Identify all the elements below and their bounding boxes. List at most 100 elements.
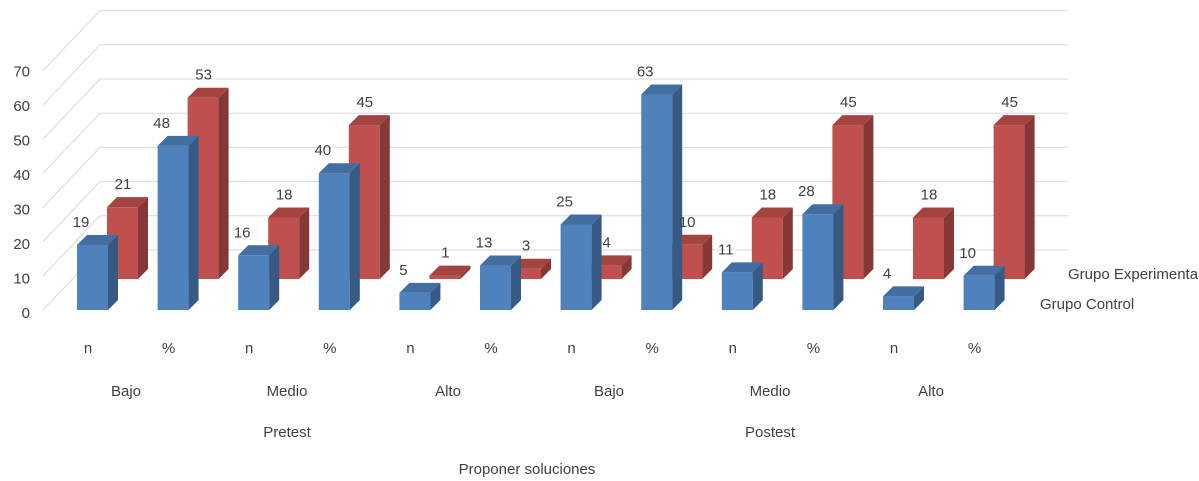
y-tick-label: 60 <box>13 98 30 115</box>
data-label: 25 <box>556 194 573 211</box>
category-label-measure: % <box>323 340 336 357</box>
category-label-phase: Pretest <box>263 424 311 441</box>
y-tick-label: 40 <box>13 167 30 184</box>
category-label-level: Medio <box>750 383 791 400</box>
data-label: 11 <box>718 241 734 258</box>
data-label: 3 <box>522 238 530 255</box>
bar-front <box>480 265 511 310</box>
bar-control <box>963 265 1005 310</box>
bar-front <box>913 217 944 279</box>
bar-front <box>993 125 1025 279</box>
bar-top <box>963 265 1005 276</box>
bar-top <box>157 135 199 146</box>
bar-front <box>429 275 461 279</box>
gridline <box>42 44 1068 106</box>
data-label: 63 <box>637 64 654 81</box>
bar-front <box>721 272 753 310</box>
bar-front <box>641 94 673 310</box>
bar-side <box>833 204 844 310</box>
bar-side <box>1024 115 1035 279</box>
bar-side <box>108 235 118 310</box>
bar-front <box>238 255 270 310</box>
bar-top <box>268 207 310 218</box>
bar-control <box>157 135 199 310</box>
data-label: 13 <box>476 235 493 252</box>
bar-control <box>641 84 683 310</box>
data-label: 10 <box>679 214 696 231</box>
category-label-measure: % <box>484 340 497 357</box>
category-label-level: Medio <box>267 383 308 400</box>
category-label-measure: % <box>162 340 175 357</box>
category-label-measure: n <box>567 340 575 357</box>
bar-control <box>399 282 441 310</box>
data-label: 18 <box>276 186 293 203</box>
bar-top <box>913 207 954 218</box>
bar-side <box>349 163 360 310</box>
data-label: 1 <box>441 245 449 262</box>
bar-side <box>138 197 148 279</box>
bar-control <box>480 255 521 310</box>
bar-side <box>752 262 763 310</box>
bar-control <box>318 163 360 310</box>
bar-top <box>238 245 280 256</box>
category-label-measure: n <box>890 340 898 357</box>
bar-top <box>429 265 471 276</box>
legend: Grupo Experimental Grupo Control <box>1040 266 1199 313</box>
data-label: 10 <box>959 245 976 262</box>
bar-side <box>460 265 471 279</box>
bar-front <box>510 268 541 279</box>
bar-top <box>187 87 229 98</box>
bar-side <box>188 135 199 310</box>
data-label: 45 <box>1001 94 1018 111</box>
gridline <box>42 10 1068 71</box>
y-tick-label: 30 <box>13 202 30 219</box>
data-label: 16 <box>234 224 251 241</box>
y-tick-label: 70 <box>13 64 30 81</box>
category-label-measure: % <box>968 340 981 357</box>
category-label-level: Bajo <box>594 383 624 400</box>
gridline <box>42 181 1068 242</box>
category-label-level: Alto <box>435 383 461 400</box>
bar-front <box>560 224 592 310</box>
data-label: 48 <box>153 115 170 132</box>
bar-top <box>802 204 844 215</box>
data-label: 4 <box>883 265 891 282</box>
bar-control <box>721 262 763 310</box>
bar-side <box>541 258 551 279</box>
bar-front <box>77 245 108 310</box>
data-label: 18 <box>759 186 776 203</box>
bar-top <box>883 286 924 297</box>
bar-top <box>318 163 360 174</box>
bar-side <box>269 245 280 310</box>
gridlines <box>42 10 1068 311</box>
bar-control <box>802 204 844 310</box>
category-label-measure: n <box>406 340 414 357</box>
bar-top <box>641 84 683 95</box>
data-label: 5 <box>399 262 407 279</box>
legend-experimental: Grupo Experimental <box>1068 266 1199 283</box>
y-axis: 0 10 20 30 40 50 60 70 <box>13 64 30 323</box>
data-label: 18 <box>921 186 938 203</box>
gridline <box>42 146 1068 208</box>
bar-front <box>318 173 350 310</box>
bar-front <box>157 145 189 310</box>
data-label: 45 <box>356 94 373 111</box>
bar-side <box>994 265 1005 310</box>
bar-side <box>782 207 793 279</box>
bar-side <box>591 214 602 310</box>
gridline <box>42 78 1068 140</box>
bar-control <box>238 245 280 310</box>
data-label: 40 <box>314 142 331 159</box>
bar-control <box>883 286 924 310</box>
bar-top <box>751 207 793 218</box>
bar-side <box>430 282 441 310</box>
bar-front <box>883 296 914 310</box>
bar-side <box>621 255 632 279</box>
bar-side <box>944 207 954 279</box>
bar-top <box>399 282 441 293</box>
bar-experimental <box>993 115 1035 279</box>
bar-experimental <box>913 207 954 279</box>
bar-top <box>721 262 763 273</box>
